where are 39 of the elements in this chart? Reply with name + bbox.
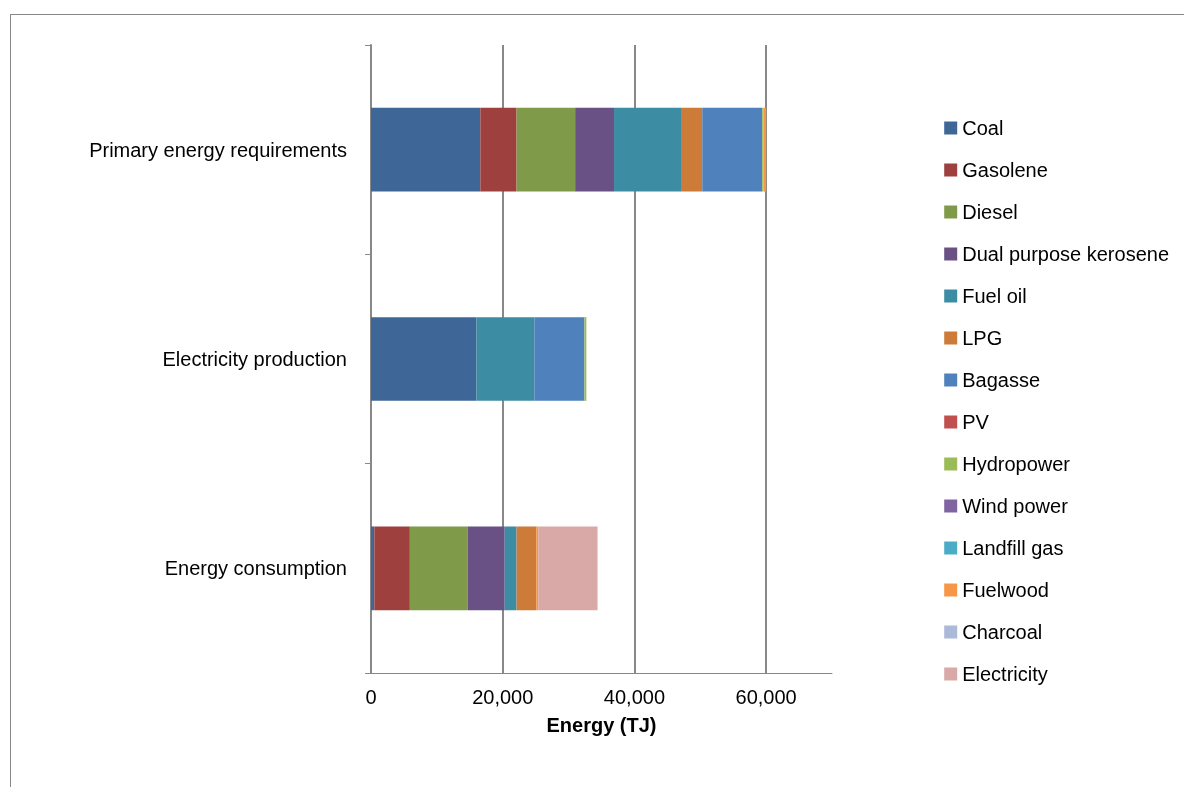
bar [575,107,615,192]
bar [476,317,535,401]
legend-label: Wind power [962,495,1069,517]
bar [371,526,375,611]
legend-label: Landfill gas [962,537,1064,559]
legend-label: Hydropower [962,453,1071,475]
x-tick-label: 0 [365,686,377,708]
legend-label: LPG [962,327,1003,349]
legend-label: Coal [962,117,1004,139]
legend-label: PV [962,411,990,433]
legend-label: Fuelwood [962,579,1049,601]
bar [681,107,703,192]
legend-label: Diesel [962,201,1018,223]
bar [516,107,576,192]
y-tick-label: Primary energy requirements [89,138,347,161]
legend-label: Bagasse [962,369,1041,391]
bar [614,107,682,192]
legend-label: Gasolene [962,159,1048,181]
bar [480,107,517,192]
legend-label: Fuel oil [962,285,1027,307]
bar [534,317,585,401]
x-tick-label: 60,000 [735,686,797,708]
x-axis-title: Energy (TJ) [546,714,657,736]
bar [467,526,505,611]
bar [371,317,477,401]
bar [538,526,598,611]
legend-label: Charcoal [962,621,1043,643]
x-tick-label: 40,000 [603,686,666,708]
bar [504,526,517,611]
x-tick-label: 20,000 [472,686,534,708]
bar [516,526,537,611]
bar [702,107,763,192]
bar [409,526,468,611]
bar [371,107,481,192]
legend-label: Electricity [962,663,1048,685]
bar [374,526,410,611]
y-tick-label: Energy consumption [164,557,347,580]
legend-label: Dual purpose kerosene [962,243,1169,265]
y-tick-label: Electricity production [162,348,347,370]
